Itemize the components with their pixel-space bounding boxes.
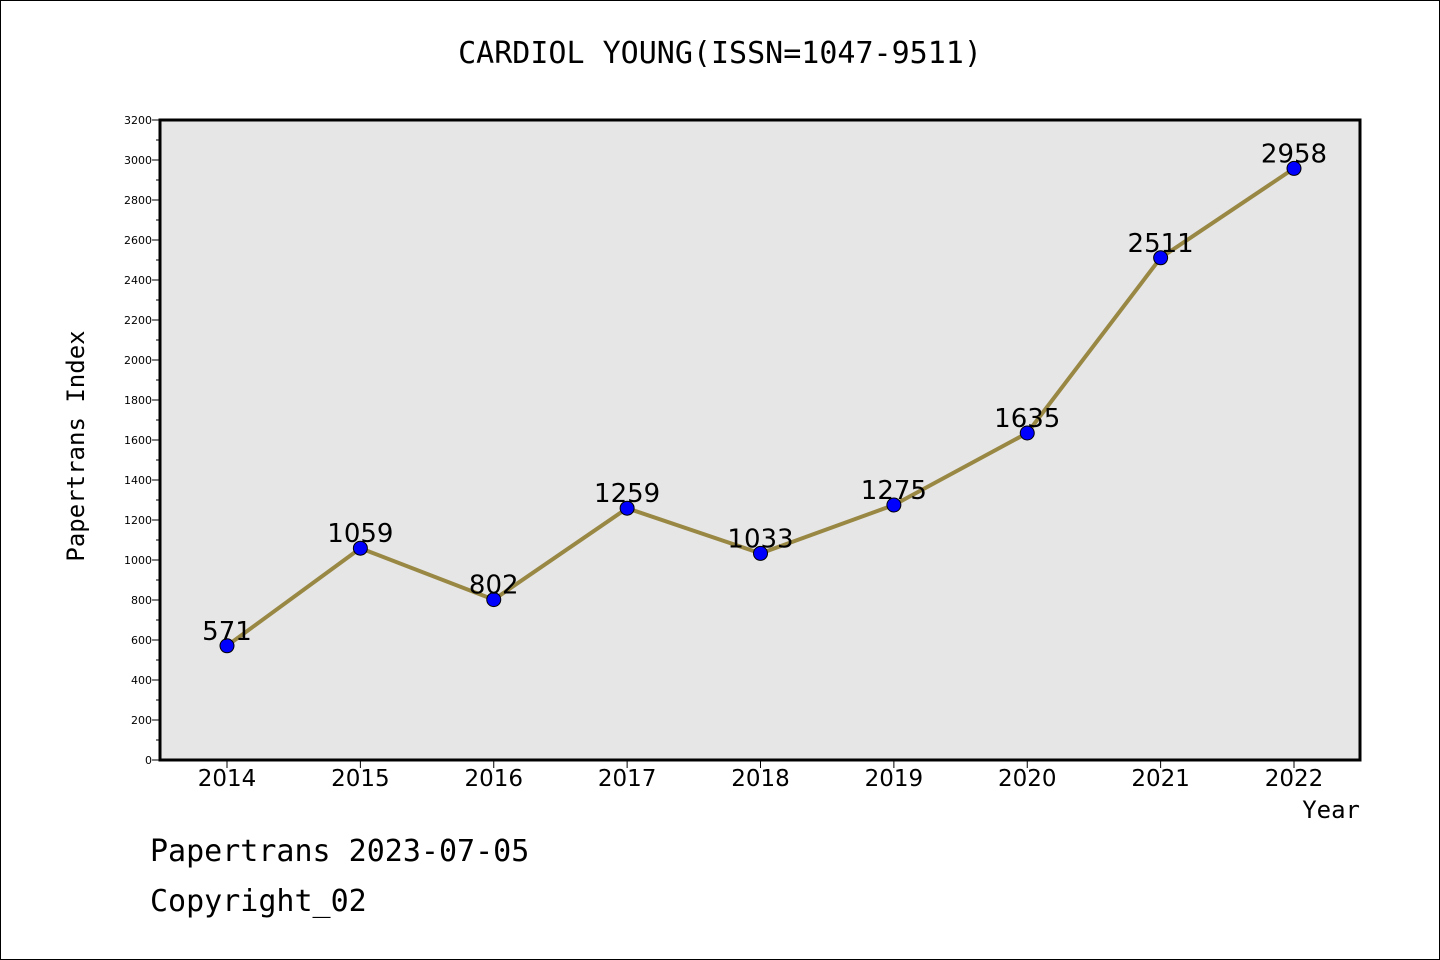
data-point bbox=[753, 545, 768, 561]
y-tick-label: 600 bbox=[131, 634, 152, 647]
plot-border bbox=[158, 118, 1362, 762]
plot-area bbox=[160, 120, 1360, 760]
x-tick-label: 2018 bbox=[731, 766, 790, 792]
x-tick-label: 2021 bbox=[1131, 766, 1190, 792]
data-label: 2511 bbox=[1128, 229, 1194, 259]
data-point bbox=[619, 500, 635, 516]
data-label: 1275 bbox=[861, 476, 927, 506]
y-tick-label: 3200 bbox=[124, 114, 152, 127]
y-tick-label: 1400 bbox=[124, 474, 152, 487]
data-label: 1033 bbox=[727, 524, 793, 554]
data-point bbox=[1153, 250, 1169, 266]
data-label: 1635 bbox=[994, 404, 1060, 434]
y-tick-label: 400 bbox=[131, 674, 152, 687]
data-label: 1259 bbox=[594, 479, 660, 509]
data-label: 571 bbox=[202, 617, 252, 647]
y-tick-label: 2600 bbox=[124, 234, 152, 247]
y-tick-label: 2400 bbox=[124, 274, 152, 287]
x-tick-label: 2016 bbox=[464, 766, 523, 792]
y-tick-label: 200 bbox=[131, 714, 152, 727]
data-point bbox=[352, 540, 368, 556]
y-tick-label: 2000 bbox=[124, 354, 152, 367]
footer-copyright-text: Copyright_02 bbox=[150, 884, 367, 919]
y-tick-label: 1200 bbox=[124, 514, 152, 527]
x-tick-label: 2022 bbox=[1265, 766, 1324, 792]
data-point bbox=[1286, 160, 1302, 176]
x-axis-label: Year bbox=[1302, 796, 1360, 824]
y-tick-label: 1600 bbox=[124, 434, 152, 447]
x-tick-label: 2020 bbox=[998, 766, 1057, 792]
y-tick-label: 2200 bbox=[124, 314, 152, 327]
data-point bbox=[219, 638, 235, 654]
x-tick-label: 2015 bbox=[331, 766, 390, 792]
x-tick-label: 2017 bbox=[598, 766, 657, 792]
footer-date-text: Papertrans 2023-07-05 bbox=[150, 834, 530, 869]
y-tick-label: 800 bbox=[131, 594, 152, 607]
y-tick-label: 1000 bbox=[124, 554, 152, 567]
chart-title: CARDIOL YOUNG(ISSN=1047-9511) bbox=[458, 36, 982, 71]
data-label: 1059 bbox=[327, 519, 393, 549]
data-label: 802 bbox=[469, 571, 519, 601]
y-tick-label: 2800 bbox=[124, 194, 152, 207]
data-point bbox=[1019, 425, 1035, 441]
y-tick-label: 3000 bbox=[124, 154, 152, 167]
data-point bbox=[486, 592, 502, 608]
data-label: 2958 bbox=[1261, 139, 1327, 169]
x-tick-label: 2014 bbox=[198, 766, 257, 792]
y-tick-label: 0 bbox=[145, 754, 152, 767]
x-tick-label: 2019 bbox=[865, 766, 924, 792]
data-point bbox=[886, 497, 902, 513]
y-tick-label: 1800 bbox=[124, 394, 152, 407]
